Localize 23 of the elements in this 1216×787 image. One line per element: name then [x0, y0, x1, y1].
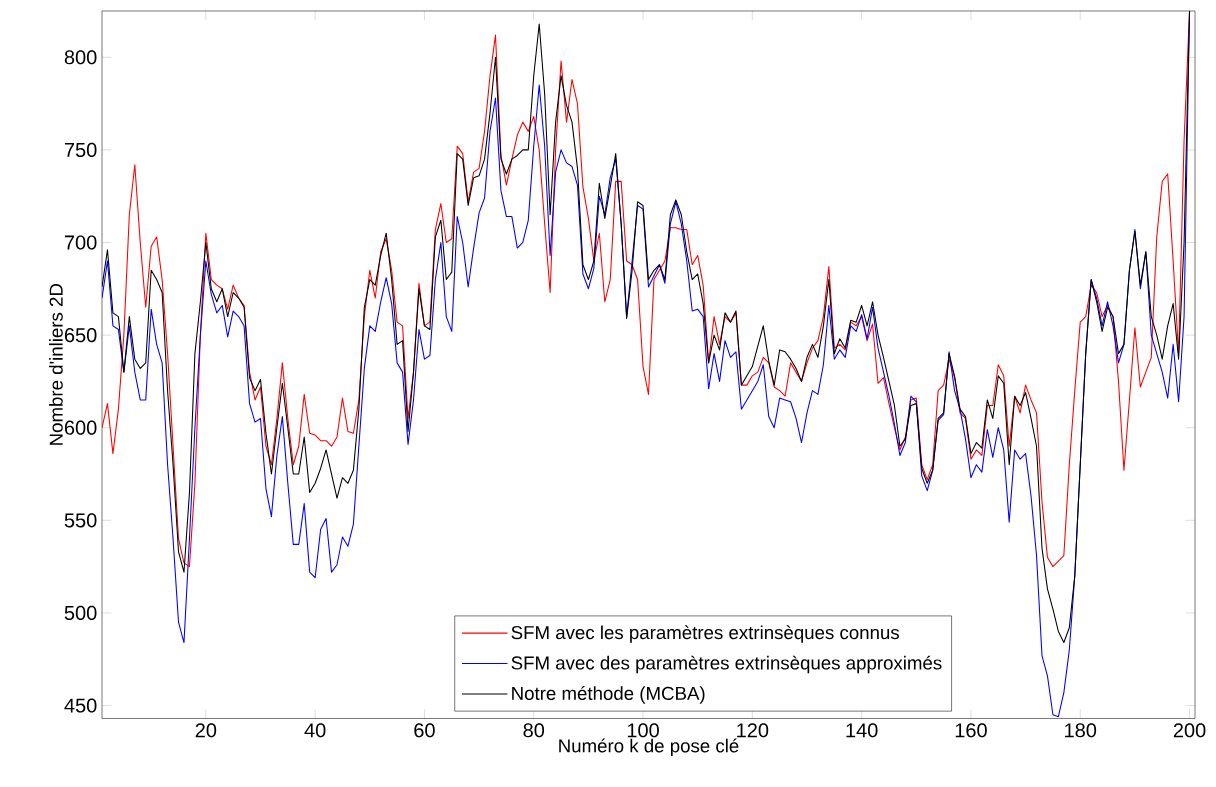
x-tick-label: 200 — [1173, 723, 1206, 738]
y-axis-title: Nombre d'inliers 2D — [49, 284, 63, 445]
y-tick-label: 600 — [64, 420, 97, 435]
x-tick-label: 20 — [195, 723, 217, 738]
y-tick-label: 450 — [64, 698, 97, 713]
y-tick-label: 500 — [64, 605, 97, 620]
y-tick-label: 650 — [64, 328, 97, 343]
x-axis-title: Numéro k de pose clé — [559, 738, 739, 757]
x-tick-label: 180 — [1065, 723, 1097, 738]
x-tick-label: 80 — [523, 723, 545, 738]
y-tick-label: 750 — [64, 142, 97, 157]
y-tick-label: 800 — [64, 50, 97, 65]
legend-label: Notre méthode (MCBA) — [512, 686, 705, 704]
x-tick-label: 40 — [304, 723, 326, 738]
x-tick-label: 100 — [627, 723, 659, 738]
x-tick-label: 120 — [737, 723, 769, 738]
y-tick-label: 700 — [64, 235, 97, 250]
x-tick-label: 60 — [414, 723, 435, 738]
legend-label: SFM avec les paramètres extrinsèques connus — [511, 625, 899, 643]
x-tick-label: 160 — [955, 723, 987, 738]
x-tick-label: 140 — [846, 723, 878, 738]
legend-label: SFM avec des paramètres extrinsèques approximés — [511, 655, 942, 674]
y-tick-label: 550 — [64, 513, 97, 528]
